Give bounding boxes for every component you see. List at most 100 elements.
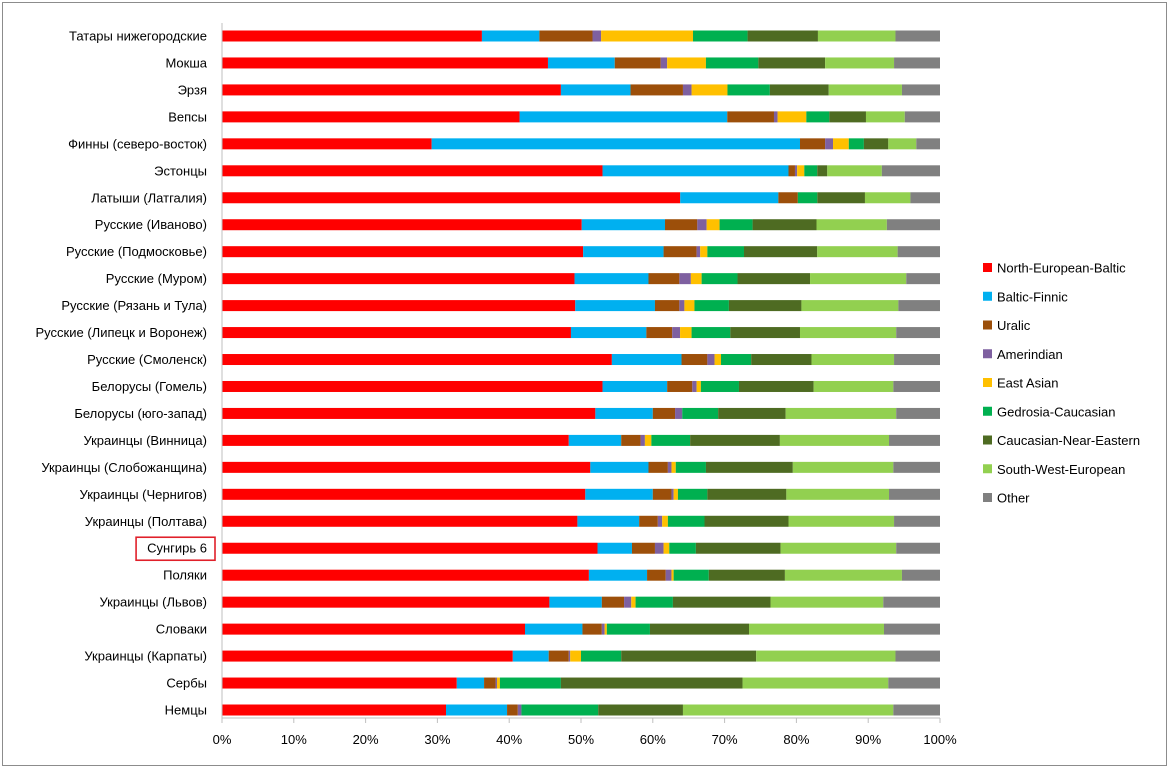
bar-segment: [679, 300, 685, 312]
bar-segment: [799, 327, 897, 339]
bar-segment: [694, 300, 729, 312]
bar-segment: [888, 138, 917, 150]
x-tick-label: 70%: [712, 732, 738, 747]
bar-segment: [222, 704, 447, 716]
legend-label: Other: [997, 491, 1030, 506]
bar-segment: [780, 542, 897, 554]
bar-segment: [786, 488, 890, 500]
category-label: Украинцы (Винница): [83, 433, 207, 448]
bar-segment: [888, 677, 940, 689]
bar-segment: [825, 138, 834, 150]
legend-swatch: [983, 320, 992, 330]
legend: North-European-Baltic Baltic-Finnic Uralic…: [983, 261, 1140, 506]
bar-segment: [456, 677, 485, 689]
bar-segment: [598, 704, 683, 716]
stacked-bar-chart: Татары нижегородские Мокша Эрзя Вепсы Финны …: [36, 23, 1140, 747]
bar-segment: [662, 515, 668, 527]
bar-segment: [901, 569, 940, 581]
highlight-box: [135, 536, 216, 562]
bar-segment: [630, 84, 683, 96]
bar-segment: [548, 650, 569, 662]
bar-segment: [727, 84, 770, 96]
legend-label: Uralic: [997, 318, 1031, 333]
bar-segment: [560, 677, 743, 689]
legend-swatch: [983, 291, 992, 301]
bar-segment: [519, 111, 728, 123]
bar-segment: [680, 192, 779, 204]
bar-segment: [705, 461, 793, 473]
category-label: Украинцы (Слобожанщина): [41, 460, 207, 475]
legend-label: Gedrosia-Caucasian: [997, 404, 1116, 419]
bar-segment: [570, 327, 647, 339]
category-label: Украинцы (Полтава): [85, 514, 207, 529]
bar-segment: [706, 219, 720, 231]
bar-segment: [672, 596, 771, 608]
bar-segment: [810, 273, 907, 285]
bar-segment: [684, 300, 695, 312]
bar-segment: [667, 380, 693, 392]
bar-segment: [682, 704, 894, 716]
bar-segment: [585, 488, 653, 500]
bar-segment: [222, 111, 520, 123]
bar-segment: [883, 596, 940, 608]
bar-segment: [769, 84, 829, 96]
bar-segment: [560, 84, 631, 96]
bar-segment: [499, 677, 561, 689]
bar-segment: [893, 380, 940, 392]
x-tick-label: 100%: [923, 732, 957, 747]
bar-segment: [777, 111, 807, 123]
bar-segment: [581, 219, 666, 231]
legend-swatch: [983, 406, 992, 416]
bar-segment: [222, 192, 681, 204]
category-label: Белорусы (юго-запад): [74, 406, 207, 421]
bar-segment: [894, 354, 940, 366]
bar-segment: [568, 434, 622, 446]
bar-segment: [635, 596, 673, 608]
bar-segment: [614, 57, 661, 69]
bar-segment: [222, 30, 482, 42]
x-tick-label: 80%: [783, 732, 809, 747]
bar-segment: [677, 488, 708, 500]
bar-segment: [817, 165, 828, 177]
bars-layer: [222, 30, 940, 716]
bar-segment: [222, 623, 525, 635]
bar-segment: [827, 165, 882, 177]
bar-segment: [222, 165, 603, 177]
bar-segment: [651, 434, 691, 446]
bar-segment: [539, 30, 593, 42]
bar-segment: [597, 542, 632, 554]
bar-segment: [222, 138, 432, 150]
category-label: Вепсы: [168, 109, 207, 124]
category-label: Немцы: [165, 703, 207, 718]
bar-segment: [621, 650, 757, 662]
bar-segment: [894, 57, 940, 69]
bar-segment: [671, 488, 674, 500]
bar-segment: [707, 354, 715, 366]
bar-segment: [701, 273, 738, 285]
bar-segment: [773, 111, 778, 123]
bar-segment: [549, 596, 602, 608]
category-label: Русские (Иваново): [95, 217, 207, 232]
bar-segment: [644, 434, 652, 446]
x-tick-label: 50%: [568, 732, 594, 747]
bar-segment: [693, 30, 748, 42]
x-tick-label: 10%: [281, 732, 307, 747]
bar-segment: [895, 30, 940, 42]
bar-segment: [222, 273, 575, 285]
bar-segment: [665, 219, 698, 231]
bar-segment: [691, 84, 728, 96]
bar-segment: [799, 138, 826, 150]
bar-segment: [916, 138, 940, 150]
bar-segment: [507, 704, 518, 716]
bar-segment: [696, 246, 701, 258]
bar-segment: [811, 354, 895, 366]
bar-segment: [910, 192, 940, 204]
legend-swatch: [983, 378, 992, 387]
category-label: Латыши (Латгалия): [91, 190, 207, 205]
x-tick-label: 60%: [640, 732, 666, 747]
category-label: Словаки: [156, 622, 207, 637]
bar-segment: [719, 219, 753, 231]
bar-segment: [894, 515, 940, 527]
category-label: Русские (Смоленск): [87, 352, 207, 367]
bar-segment: [446, 704, 508, 716]
